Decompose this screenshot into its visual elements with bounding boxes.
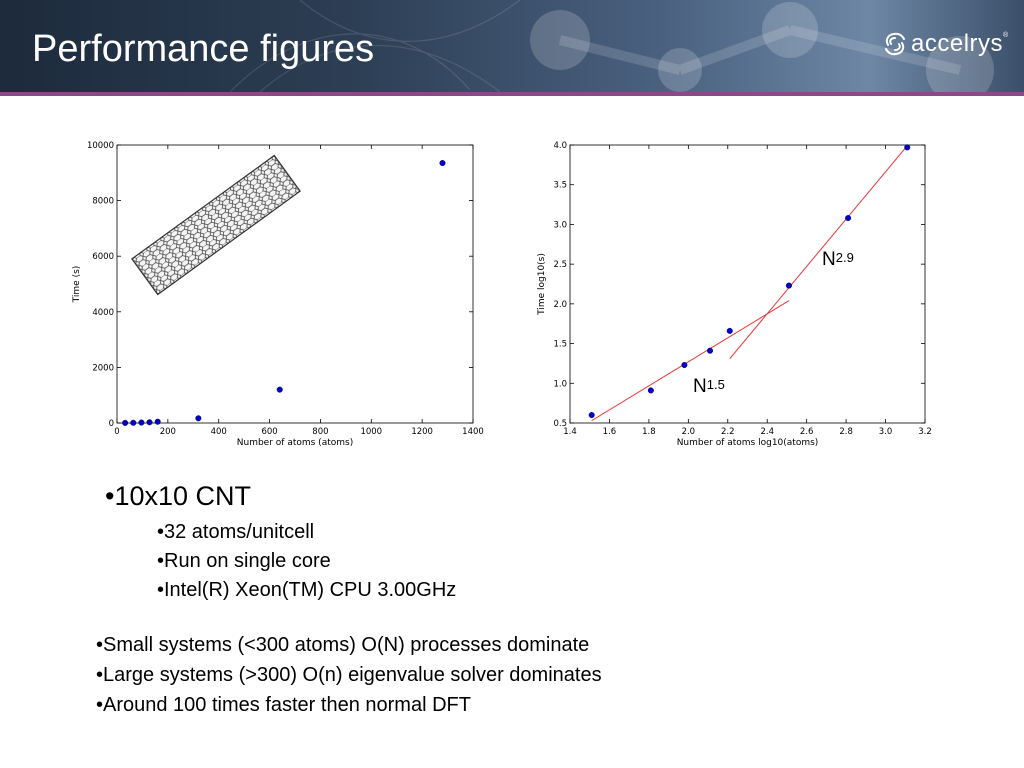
chart2-y-axis-label: Time log10(s) (537, 253, 547, 316)
x-tick-label: 3.0 (879, 427, 893, 437)
y-tick-label: 0 (109, 419, 114, 429)
x-tick-label: 200 (160, 427, 176, 437)
chart2-ticks: 1.4 1.6 1.8 2.0 2.2 2.4 2.6 2.8 3.0 3.2 0.5 1.0 1.5 2… (553, 141, 931, 437)
x-tick-label: 400 (211, 427, 227, 437)
x-tick-label: 0 (114, 427, 119, 437)
chart-linear-time: 0 200 400 600 800 1000 1200 1400 0 2000 4000 6000 80… (72, 141, 484, 448)
molecule-backdrop-image (229, 0, 994, 92)
annotation-n-1-5-base: N (693, 376, 707, 397)
chart1-plot-frame (116, 144, 474, 424)
x-tick-label: 2.4 (760, 427, 774, 437)
y-tick-label: 2000 (92, 363, 114, 373)
annotation-n-1-5: N1.5 (693, 376, 725, 398)
nanotube-outline (131, 154, 301, 296)
nanotube-image (131, 154, 301, 296)
x-tick-label: 600 (261, 427, 277, 437)
data-point (588, 412, 595, 419)
data-point (707, 347, 714, 354)
data-point (647, 387, 654, 394)
chart2-x-axis-label: Number of atoms log10(atoms) (677, 438, 819, 448)
y-tick-label: 3.5 (553, 181, 567, 191)
bullet-main-list: •10x10 CNT (105, 480, 251, 512)
chart1-x-axis-label: Number of atoms (atoms) (237, 438, 353, 448)
data-point (276, 386, 283, 393)
page-title: Performance figures (32, 28, 375, 70)
annotation-n-1-5-exp: 1.5 (706, 377, 725, 392)
bullet-sub-item: •32 atoms/unitcell (157, 521, 315, 543)
x-tick-label: 2.6 (800, 427, 814, 437)
chart2-plot-frame (569, 144, 926, 424)
x-tick-label: 1000 (360, 427, 382, 437)
y-tick-label: 1.0 (553, 379, 567, 389)
x-tick-label: 1.6 (603, 427, 617, 437)
data-point (439, 160, 446, 167)
x-tick-label: 800 (312, 427, 328, 437)
fit-line (729, 145, 908, 359)
logo-swirl-icon (885, 32, 905, 56)
chart-log-time: 1.4 1.6 1.8 2.0 2.2 2.4 2.6 2.8 3.0 3.2 0.5 1.0 1.5 2… (537, 141, 932, 448)
data-point (785, 282, 792, 289)
y-tick-label: 3.0 (553, 220, 567, 230)
bullet-sub-item: •Intel(R) Xeon(TM) CPU 3.00GHz (157, 579, 457, 601)
chart2-fit-lines (591, 145, 908, 422)
data-point (845, 215, 852, 222)
x-tick-label: 1.4 (563, 427, 577, 437)
bullet-notes-list: •Small systems (<300 atoms) O(N) process… (96, 630, 602, 720)
y-tick-label: 2.5 (553, 260, 567, 270)
bullet-note-item: •Large systems (>300) O(n) eigenvalue so… (96, 664, 602, 686)
data-point (726, 327, 733, 334)
x-tick-label: 1200 (411, 427, 433, 437)
bullet-sub-list: •32 atoms/unitcell •Run on single core •… (157, 518, 456, 605)
chart2-points (588, 144, 911, 419)
x-tick-label: 2.2 (721, 427, 735, 437)
header-banner: Performance figures accelrys ® (0, 0, 1024, 92)
x-tick-label: 2.0 (682, 427, 696, 437)
bullet-sub-item: •Run on single core (157, 550, 331, 572)
annotation-n-2-9-exp: 2.9 (835, 250, 854, 265)
y-tick-label: 10000 (87, 141, 114, 151)
x-tick-label: 1400 (462, 427, 484, 437)
data-point (138, 419, 145, 426)
accelrys-logo: accelrys ® (882, 26, 1008, 62)
chart1-y-axis-label: Time (s) (72, 266, 82, 304)
chart1-ticks: 0 200 400 600 800 1000 1200 1400 0 2000 4000 6000 80… (87, 141, 484, 437)
y-tick-label: 2.0 (553, 300, 567, 310)
annotation-n-2-9-base: N (822, 249, 836, 270)
logo-registered-mark: ® (1003, 31, 1009, 39)
annotation-n-2-9: N2.9 (822, 249, 854, 271)
y-tick-label: 8000 (92, 197, 114, 207)
bullet-note-item: •Around 100 times faster then normal DFT (96, 694, 471, 716)
data-point (122, 419, 129, 426)
logo-text: accelrys (911, 30, 1004, 57)
x-tick-label: 1.8 (642, 427, 656, 437)
nanotube-lattice (131, 155, 301, 295)
data-point (681, 362, 688, 369)
bullet-cnt: •10x10 CNT (105, 481, 252, 511)
fit-line (591, 300, 790, 422)
data-point (195, 415, 202, 422)
header-accent-rule (0, 92, 1024, 96)
y-tick-label: 6000 (92, 252, 114, 262)
data-point (154, 418, 161, 425)
data-point (146, 419, 153, 426)
y-tick-label: 1.5 (553, 340, 567, 350)
y-tick-label: 4000 (92, 308, 114, 318)
x-tick-label: 3.2 (918, 427, 932, 437)
data-point (904, 144, 911, 151)
x-tick-label: 2.8 (839, 427, 853, 437)
y-tick-label: 0.5 (553, 419, 567, 429)
chart1-points (122, 160, 446, 426)
data-point (130, 419, 137, 426)
bullet-note-item: •Small systems (<300 atoms) O(N) process… (96, 634, 590, 656)
y-tick-label: 4.0 (553, 141, 567, 151)
